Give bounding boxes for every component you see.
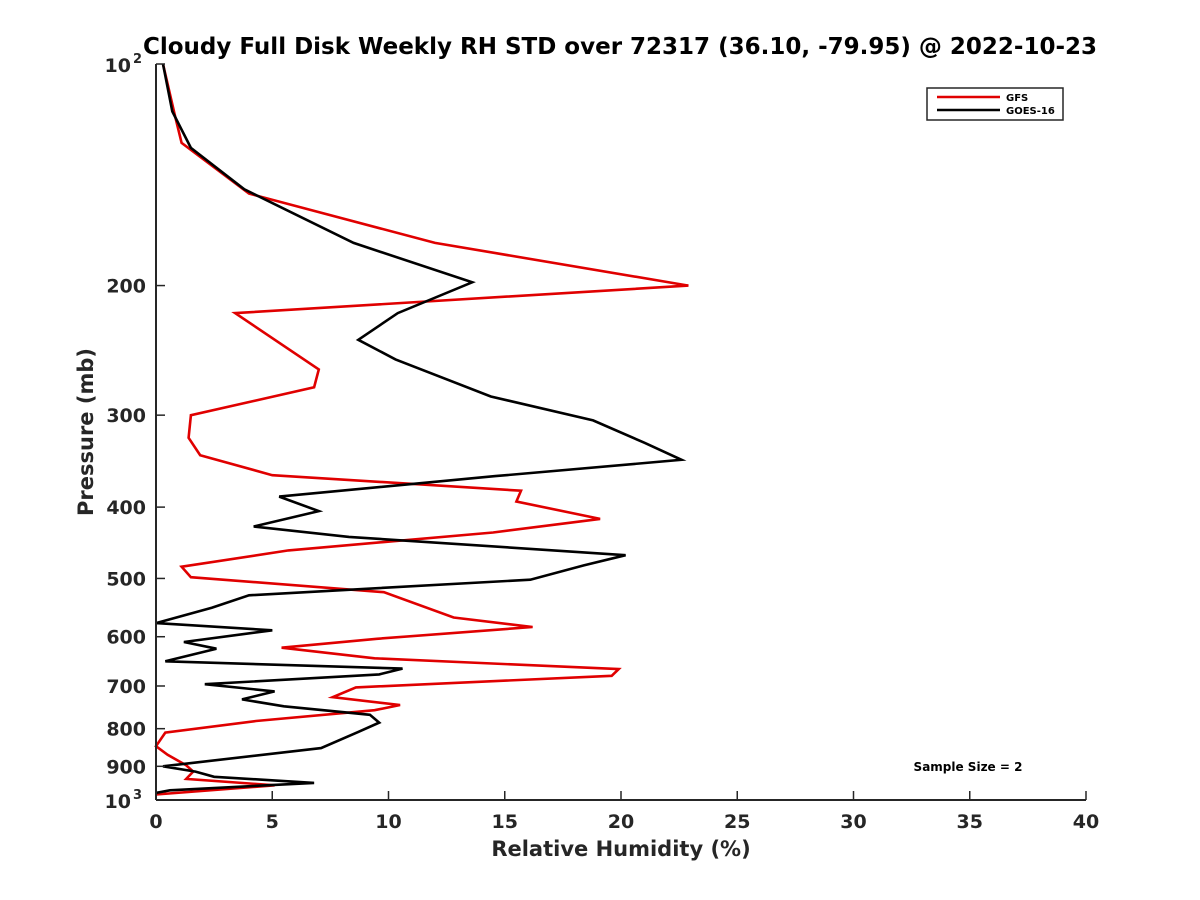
y-tick-label: 300 xyxy=(106,405,146,427)
x-axis-label: Relative Humidity (%) xyxy=(491,837,750,861)
x-tick-label: 35 xyxy=(957,811,983,833)
legend-label-gfs: GFS xyxy=(1006,93,1028,104)
legend: GFS GOES-16 xyxy=(926,87,1064,121)
y-tick-label: 10 xyxy=(105,791,131,813)
y-tick-label: 900 xyxy=(106,756,146,778)
chart-title: Cloudy Full Disk Weekly RH STD over 7231… xyxy=(143,34,1097,60)
y-axis-label: Pressure (mb) xyxy=(74,348,98,516)
y-tick-exponent: 2 xyxy=(133,52,142,67)
x-tick-label: 30 xyxy=(840,811,866,833)
series-layer xyxy=(154,63,689,796)
y-tick-label: 200 xyxy=(106,276,146,298)
x-ticks: 0 5 10 15 20 25 30 35 40 xyxy=(149,791,1099,833)
x-tick-label: 40 xyxy=(1073,811,1099,833)
y-tick-label: 400 xyxy=(106,497,146,519)
y-tick-exponent: 3 xyxy=(133,788,142,803)
x-tick-label: 25 xyxy=(724,811,750,833)
x-tick-label: 20 xyxy=(608,811,634,833)
sample-size-annotation: Sample Size = 2 xyxy=(914,760,1023,774)
series-line-gfs xyxy=(154,63,689,796)
y-tick-label: 700 xyxy=(106,676,146,698)
y-tick-label: 10 xyxy=(105,55,131,77)
x-tick-label: 15 xyxy=(492,811,518,833)
x-tick-label: 0 xyxy=(149,811,162,833)
x-tick-label: 5 xyxy=(266,811,279,833)
y-tick-label: 600 xyxy=(106,627,146,649)
legend-box xyxy=(926,87,1064,121)
y-tick-label: 800 xyxy=(106,719,146,741)
series-line-goes-16 xyxy=(155,63,687,795)
legend-label-goes16: GOES-16 xyxy=(1006,106,1055,117)
y-tick-label: 500 xyxy=(106,568,146,590)
x-tick-label: 10 xyxy=(375,811,401,833)
